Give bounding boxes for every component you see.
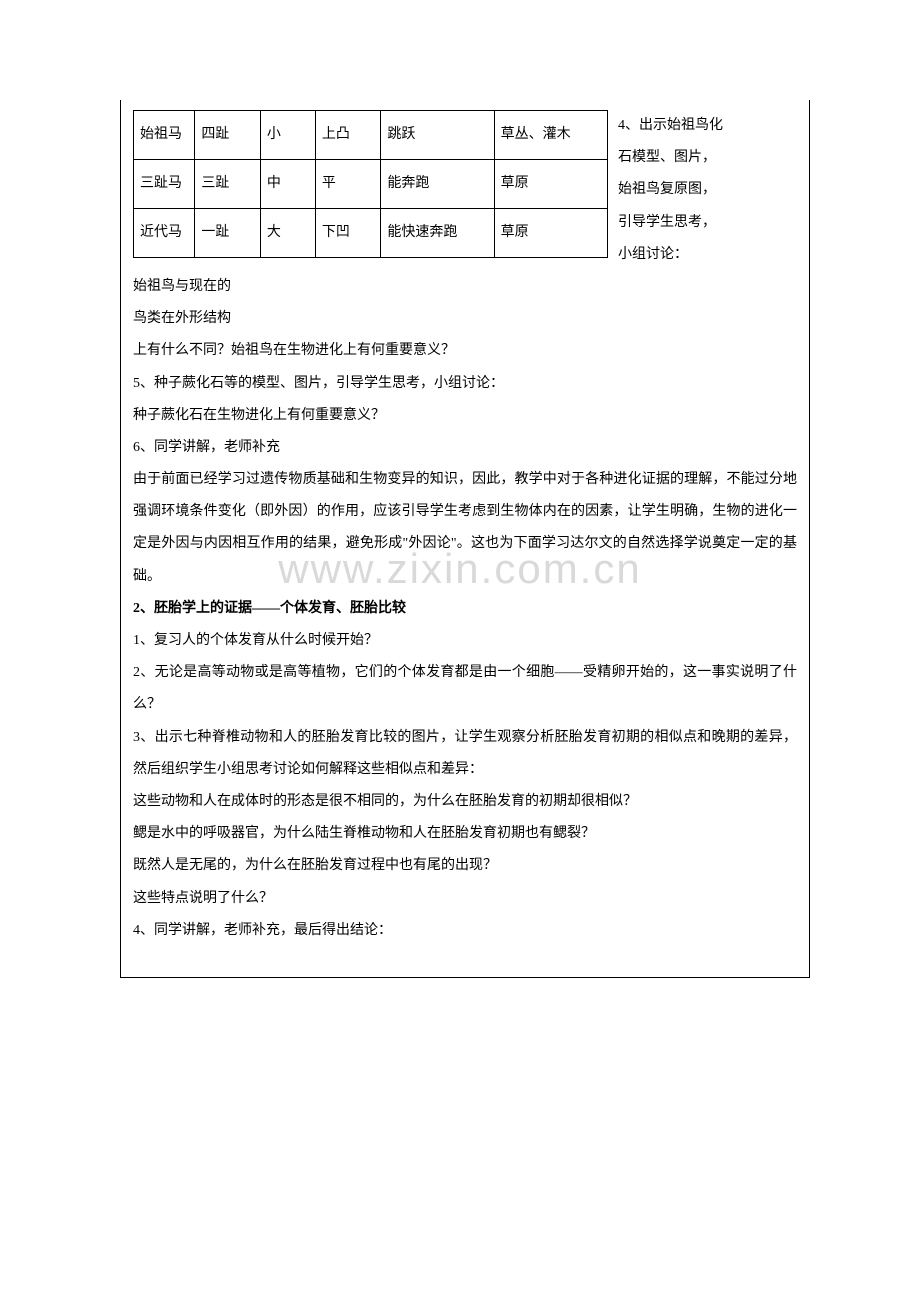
paragraph: 鳃是水中的呼吸器官，为什么陆生脊椎动物和人在胚胎发育初期也有鳃裂？ xyxy=(133,818,797,850)
cell: 平 xyxy=(315,160,380,209)
cell: 能快速奔跑 xyxy=(381,209,494,258)
paragraph: 这些特点说明了什么？ xyxy=(133,883,797,915)
cell: 草丛、灌木 xyxy=(494,111,607,160)
paragraph: 6、同学讲解，老师补充 xyxy=(133,432,797,464)
paragraph: 2、无论是高等动物或是高等植物，它们的个体发育都是由一个细胞——受精卵开始的，这… xyxy=(133,657,797,721)
cell: 下凹 xyxy=(315,209,380,258)
table-row: 三趾马 三趾 中 平 能奔跑 草原 xyxy=(134,160,608,209)
cell: 三趾 xyxy=(195,160,260,209)
cell: 中 xyxy=(260,160,315,209)
cell: 四趾 xyxy=(195,111,260,160)
paragraph: 既然人是无尾的，为什么在胚胎发育过程中也有尾的出现？ xyxy=(133,850,797,882)
section-title: 2、胚胎学上的证据——个体发育、胚胎比较 xyxy=(133,593,797,625)
paragraph: 由于前面已经学习过遗传物质基础和生物变异的知识，因此，教学中对于各种进化证据的理… xyxy=(133,464,797,593)
cell: 小 xyxy=(260,111,315,160)
paragraph: 3、出示七种脊椎动物和人的胚胎发育比较的图片，让学生观察分析胚胎发育初期的相似点… xyxy=(133,722,797,786)
paragraph: 这些动物和人在成体时的形态是很不相同的，为什么在胚胎发育的初期却很相似？ xyxy=(133,786,797,818)
cell: 一趾 xyxy=(195,209,260,258)
cell: 草原 xyxy=(494,160,607,209)
paragraph: 5、种子蕨化石等的模型、图片，引导学生思考，小组讨论： xyxy=(133,368,797,400)
cell: 上凸 xyxy=(315,111,380,160)
cell: 能奔跑 xyxy=(381,160,494,209)
table-row: 近代马 一趾 大 下凹 能快速奔跑 草原 xyxy=(134,209,608,258)
paragraph: 1、复习人的个体发育从什么时候开始？ xyxy=(133,625,797,657)
paragraph: 上有什么不同？始祖鸟在生物进化上有何重要意义？ xyxy=(133,335,797,367)
side-line: 始祖鸟与现在的 xyxy=(133,271,797,303)
paragraph: 种子蕨化石在生物进化上有何重要意义？ xyxy=(133,400,797,432)
horse-evolution-table: 始祖马 四趾 小 上凸 跳跃 草丛、灌木 三趾马 三趾 中 平 能奔跑 草原 近… xyxy=(133,110,608,258)
cell: 大 xyxy=(260,209,315,258)
table-row: 始祖马 四趾 小 上凸 跳跃 草丛、灌木 xyxy=(134,111,608,160)
paragraph: 4、同学讲解，老师补充，最后得出结论： xyxy=(133,915,797,947)
body-section-1: 上有什么不同？始祖鸟在生物进化上有何重要意义？ 5、种子蕨化石等的模型、图片，引… xyxy=(133,335,797,947)
top-section: 始祖马 四趾 小 上凸 跳跃 草丛、灌木 三趾马 三趾 中 平 能奔跑 草原 近… xyxy=(133,110,797,335)
cell-name: 三趾马 xyxy=(134,160,195,209)
cell: 跳跃 xyxy=(381,111,494,160)
document-box: 始祖马 四趾 小 上凸 跳跃 草丛、灌木 三趾马 三趾 中 平 能奔跑 草原 近… xyxy=(120,100,810,978)
side-line: 鸟类在外形结构 xyxy=(133,303,797,335)
cell-name: 始祖马 xyxy=(134,111,195,160)
cell-name: 近代马 xyxy=(134,209,195,258)
cell: 草原 xyxy=(494,209,607,258)
